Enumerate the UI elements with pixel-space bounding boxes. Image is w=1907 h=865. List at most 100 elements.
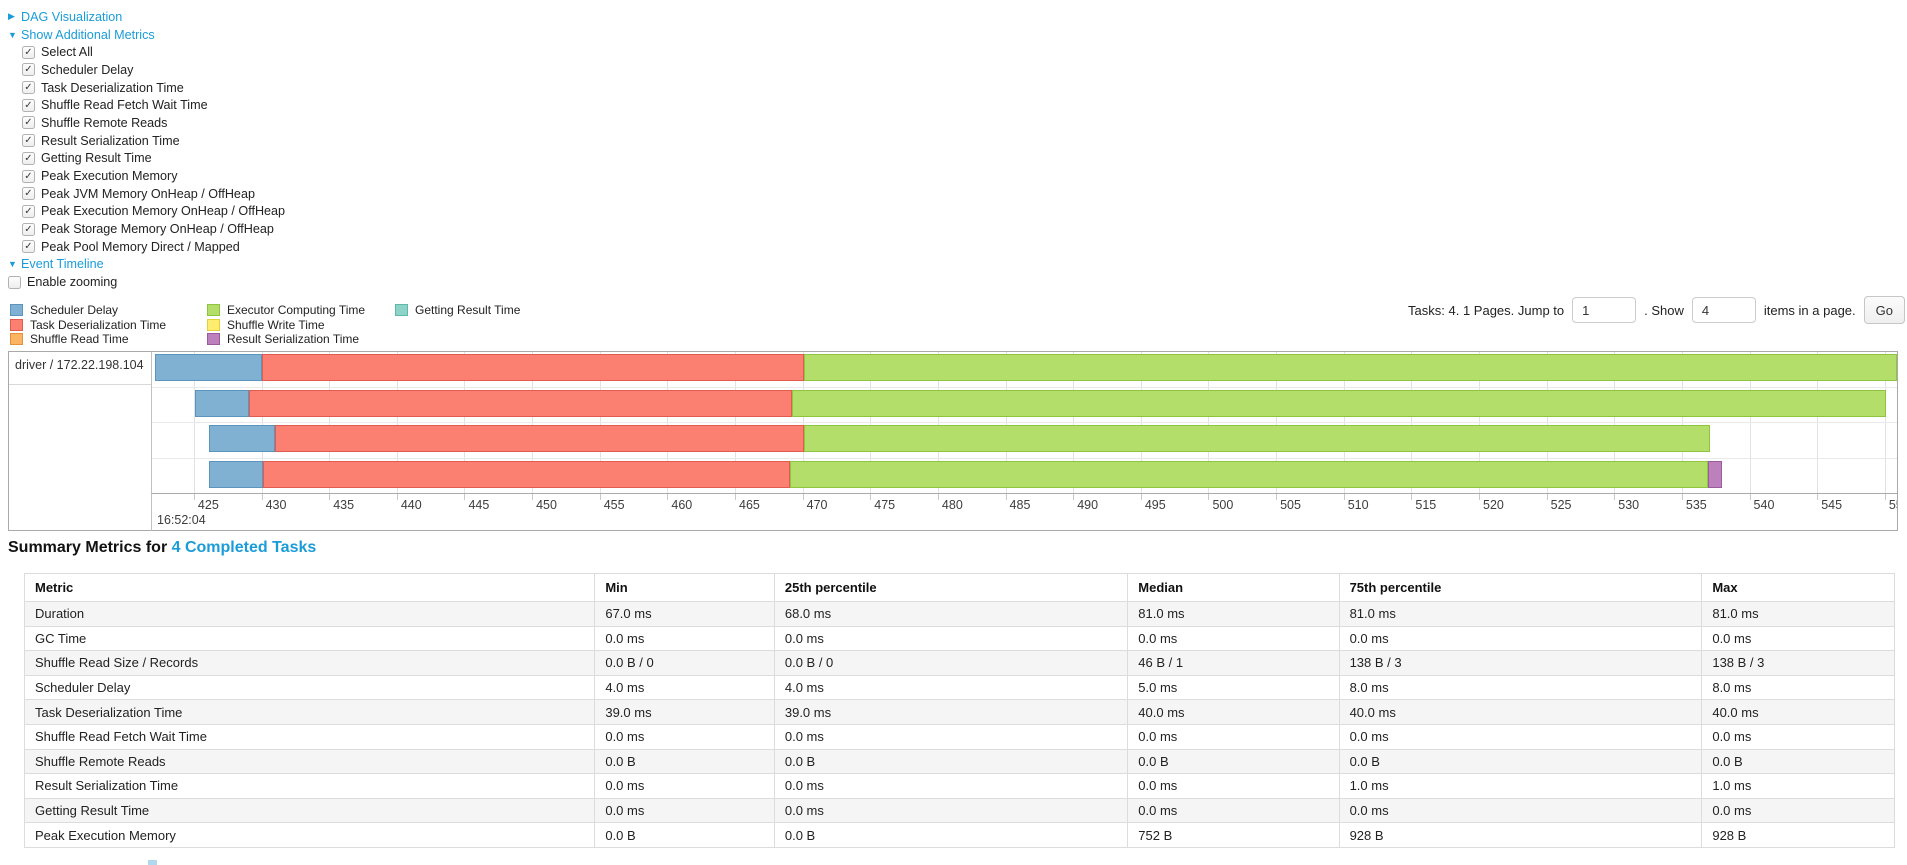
- column-header-75th-percentile: 75th percentile: [1338, 573, 1703, 602]
- task-0-scheduler-delay-bar[interactable]: [154, 354, 262, 381]
- axis-tick-label: 470: [806, 498, 828, 512]
- timeline-group-column: driver / 172.22.198.104: [9, 352, 151, 493]
- table-row-result-serialization-time: Result Serialization Time 0.0 ms 0.0 ms 0.0…: [23, 773, 1895, 799]
- show-additional-metrics-toggle[interactable]: ▼ Show Additional Metrics: [8, 26, 285, 44]
- metric-value-cell: 0.0 B / 0: [773, 650, 1129, 676]
- checkbox-scheduler-delay[interactable]: ✓: [22, 63, 35, 77]
- metric-name-cell: Shuffle Remote Reads: [23, 748, 596, 775]
- axis-tickmark: [735, 494, 737, 500]
- metric-option-shuffle-read-fetch-wait-time[interactable]: ✓ Shuffle Read Fetch Wait Time: [8, 96, 285, 114]
- metric-option-label: Shuffle Remote Reads: [41, 115, 168, 130]
- checkbox-select-all[interactable]: ✓: [22, 45, 35, 59]
- metric-option-getting-result-time[interactable]: ✓ Getting Result Time: [8, 150, 285, 168]
- metric-value-cell: 0.0 ms: [1701, 723, 1895, 750]
- checkbox-peak-pool-memory-direct-mapped[interactable]: ✓: [22, 240, 35, 254]
- dag-visualization-link[interactable]: DAG Visualization: [21, 9, 123, 24]
- metric-option-peak-pool-memory-direct-mapped[interactable]: ✓ Peak Pool Memory Direct / Mapped: [8, 238, 285, 256]
- axis-tickmark: [1208, 494, 1210, 500]
- event-timeline-toggle[interactable]: ▼ Event Timeline: [8, 256, 285, 274]
- executor-group-label: driver / 172.22.198.104: [9, 352, 151, 385]
- metric-value-cell: 0.0 ms: [1338, 723, 1703, 750]
- metric-option-scheduler-delay[interactable]: ✓ Scheduler Delay: [8, 61, 285, 79]
- task-3-executor-computing-time-bar[interactable]: [790, 460, 1708, 488]
- task-3-scheduler-delay-bar[interactable]: [208, 460, 263, 488]
- metric-option-peak-storage-memory-onheap-offheap[interactable]: ✓ Peak Storage Memory OnHeap / OffHeap: [8, 220, 285, 238]
- enable-zooming-option[interactable]: Enable zooming: [8, 273, 285, 291]
- checkbox-peak-execution-memory-onheap-offheap[interactable]: ✓: [22, 204, 35, 218]
- pagination-mid-text: . Show: [1644, 302, 1684, 318]
- axis-tick-label: 545: [1821, 498, 1843, 512]
- task-3-task-deserialization-time-bar[interactable]: [262, 460, 791, 488]
- task-0-task-deserialization-time-bar[interactable]: [261, 354, 804, 381]
- task-2-executor-computing-time-bar[interactable]: [804, 425, 1711, 452]
- metric-option-label: Peak Execution Memory OnHeap / OffHeap: [41, 204, 286, 219]
- show-additional-metrics-link[interactable]: Show Additional Metrics: [21, 27, 155, 42]
- axis-tickmark: [1479, 494, 1480, 500]
- enable-zooming-label: Enable zooming: [27, 275, 118, 290]
- metric-value-cell: 8.0 ms: [1701, 674, 1895, 701]
- checkbox-result-serialization-time[interactable]: ✓: [22, 134, 35, 148]
- axis-tick-label: 535: [1685, 498, 1707, 512]
- metric-option-shuffle-remote-reads[interactable]: ✓ Shuffle Remote Reads: [8, 114, 285, 132]
- axis-tickmark: [1681, 494, 1683, 500]
- completed-tasks-link[interactable]: 4 Completed Tasks: [171, 539, 317, 556]
- metric-option-label: Getting Result Time: [41, 151, 152, 166]
- metric-name-cell: Shuffle Read Size / Records: [23, 650, 596, 676]
- metric-option-label: Peak Pool Memory Direct / Mapped: [41, 239, 240, 254]
- column-header-metric: Metric: [23, 573, 596, 602]
- task-1-executor-computing-time-bar[interactable]: [791, 389, 1887, 417]
- event-timeline-link[interactable]: Event Timeline: [21, 257, 104, 272]
- axis-tick-label: 500: [1212, 498, 1234, 512]
- metric-option-peak-jvm-memory-onheap-offheap[interactable]: ✓ Peak JVM Memory OnHeap / OffHeap: [8, 185, 285, 203]
- checkbox-peak-execution-memory[interactable]: ✓: [22, 169, 35, 183]
- axis-tick-label: 520: [1483, 498, 1504, 512]
- axis-tickmark: [937, 494, 939, 500]
- metric-option-select-all[interactable]: ✓ Select All: [8, 43, 285, 61]
- checkbox-shuffle-remote-reads[interactable]: ✓: [22, 116, 35, 130]
- metric-option-peak-execution-memory[interactable]: ✓ Peak Execution Memory: [8, 167, 285, 185]
- task-3-result-serialization-time-bar[interactable]: [1707, 460, 1723, 488]
- table-row-gc-time: GC Time 0.0 ms 0.0 ms 0.0 ms 0.0 ms 0.0 ms: [23, 625, 1895, 652]
- axis-start-time-label: 16:52:04: [157, 513, 206, 527]
- column-header-25th-percentile: 25th percentile: [773, 573, 1129, 602]
- axis-tick-label: 430: [265, 498, 287, 512]
- metric-option-result-serialization-time[interactable]: ✓ Result Serialization Time: [8, 132, 285, 150]
- jump-to-page-input[interactable]: [1572, 297, 1637, 323]
- collapsed-arrow-icon: ▶: [8, 11, 15, 22]
- go-button[interactable]: Go: [1863, 296, 1905, 324]
- checkbox-getting-result-time[interactable]: ✓: [22, 151, 35, 165]
- legend-label: Executor Computing Time: [227, 303, 366, 318]
- task-0-executor-computing-time-bar[interactable]: [804, 354, 1897, 381]
- metric-option-label: Select All: [41, 45, 93, 60]
- metric-value-cell: 928 B: [1338, 822, 1703, 848]
- metric-value-cell: 46 B / 1: [1127, 650, 1340, 676]
- table-row-shuffle-read-size-records: Shuffle Read Size / Records 0.0 B / 0 0.0 …: [23, 650, 1895, 676]
- metric-value-cell: 5.0 ms: [1127, 674, 1340, 701]
- checkbox-peak-storage-memory-onheap-offheap[interactable]: ✓: [22, 222, 35, 236]
- axis-tick-label: 435: [333, 498, 355, 512]
- metric-name-cell: Task Deserialization Time: [23, 699, 596, 725]
- metric-value-cell: 4.0 ms: [594, 674, 775, 701]
- table-row-getting-result-time: Getting Result Time 0.0 ms 0.0 ms 0.0 ms 0.0…: [23, 797, 1895, 824]
- legend-label: Shuffle Write Time: [227, 317, 325, 332]
- checkbox-task-deserialization-time[interactable]: ✓: [22, 81, 35, 95]
- task-2-scheduler-delay-bar[interactable]: [208, 425, 276, 452]
- task-1-scheduler-delay-bar[interactable]: [195, 389, 250, 417]
- metric-name-cell: Shuffle Read Fetch Wait Time: [23, 723, 596, 750]
- dag-visualization-toggle[interactable]: ▶ DAG Visualization: [8, 8, 285, 26]
- metric-value-cell: 0.0 B: [1127, 748, 1340, 775]
- metric-value-cell: 67.0 ms: [594, 601, 775, 627]
- timeline-time-axis: 425 430 435 440 445 450 455 460 465 470 475 480 485 4…: [151, 493, 1897, 531]
- metric-option-task-deserialization-time[interactable]: ✓ Task Deserialization Time: [8, 79, 285, 97]
- enable-zooming-checkbox[interactable]: [8, 275, 21, 289]
- legend-item-scheduler-delay: Scheduler Delay: [10, 303, 207, 318]
- metric-option-label: Peak Storage Memory OnHeap / OffHeap: [41, 222, 274, 237]
- checkbox-shuffle-read-fetch-wait-time[interactable]: ✓: [22, 98, 35, 112]
- task-1-task-deserialization-time-bar[interactable]: [249, 389, 792, 417]
- task-2-task-deserialization-time-bar[interactable]: [275, 425, 804, 452]
- metric-value-cell: 1.0 ms: [1338, 773, 1703, 799]
- axis-tickmark: [1749, 494, 1751, 500]
- checkbox-peak-jvm-memory-onheap-offheap[interactable]: ✓: [22, 187, 35, 201]
- metric-option-peak-execution-memory-onheap-offheap[interactable]: ✓ Peak Execution Memory OnHeap / OffHeap: [8, 203, 285, 221]
- items-per-page-input[interactable]: [1691, 297, 1756, 323]
